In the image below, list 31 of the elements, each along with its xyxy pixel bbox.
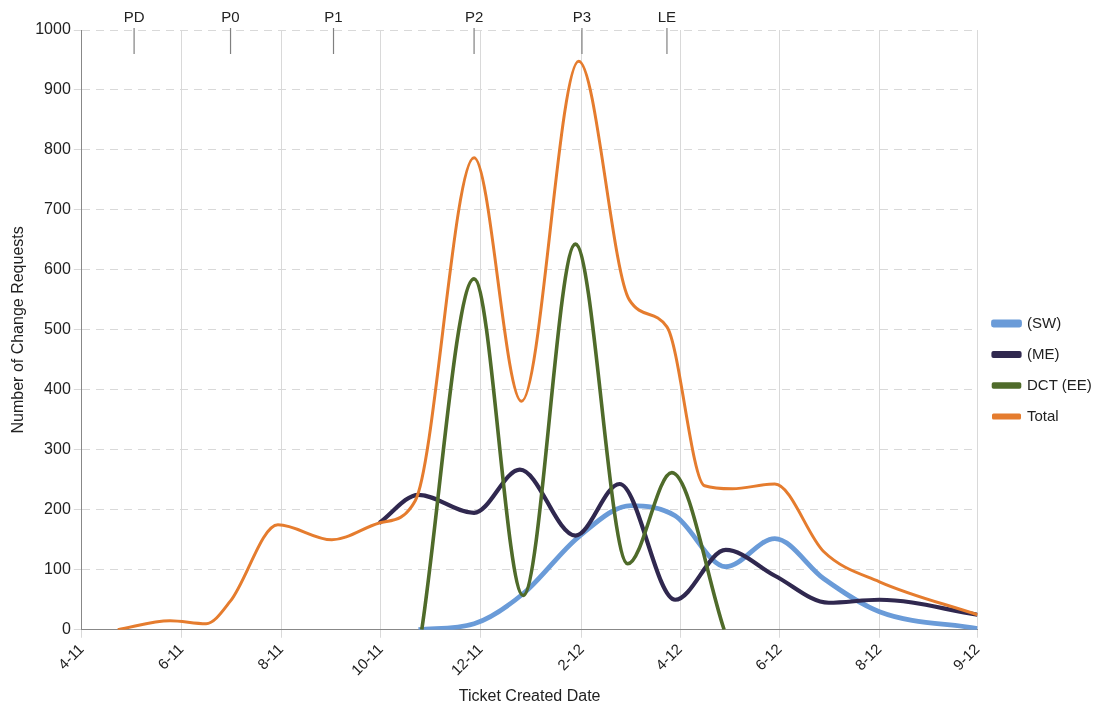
legend-label: Total bbox=[1027, 406, 1059, 424]
ref-line-label: PD bbox=[123, 7, 145, 25]
y-axis-title: Number of Change Requests bbox=[9, 226, 27, 434]
ref-line-label: P1 bbox=[324, 7, 343, 25]
y-tick-label: 300 bbox=[44, 440, 71, 458]
line-series bbox=[116, 59, 978, 630]
y-tick-label: 800 bbox=[44, 140, 71, 158]
x-tick-label: 8-11 bbox=[253, 640, 287, 673]
ref-line-label: P2 bbox=[464, 7, 484, 25]
y-tick-label: 500 bbox=[44, 320, 71, 338]
y-tick-label: 200 bbox=[44, 500, 71, 518]
x-tick-label: 4-12 bbox=[651, 640, 686, 674]
y-tick-label: 1000 bbox=[35, 20, 71, 38]
ref-line-label: LE bbox=[657, 7, 677, 25]
y-tick-label: 600 bbox=[44, 260, 71, 278]
x-axis-title: Ticket Created Date bbox=[458, 686, 601, 704]
ref-line-label: P3 bbox=[572, 7, 592, 25]
x-tick-label: 6-11 bbox=[154, 640, 187, 673]
ref-line-label: P0 bbox=[221, 7, 240, 25]
legend-label: (SW) bbox=[1027, 313, 1062, 331]
legend-label: (ME) bbox=[1027, 344, 1060, 362]
line-series bbox=[377, 467, 978, 617]
y-tick-label: 0 bbox=[61, 620, 71, 638]
line-series bbox=[416, 503, 978, 630]
y-tick-label: 700 bbox=[44, 200, 71, 218]
y-tick-label: 400 bbox=[44, 380, 71, 398]
x-tick-label: 4-11 bbox=[54, 640, 87, 673]
legend-label: DCT (EE) bbox=[1027, 375, 1092, 393]
y-tick-label: 100 bbox=[44, 560, 71, 578]
line-series bbox=[419, 242, 726, 630]
y-tick-label: 900 bbox=[44, 80, 71, 98]
